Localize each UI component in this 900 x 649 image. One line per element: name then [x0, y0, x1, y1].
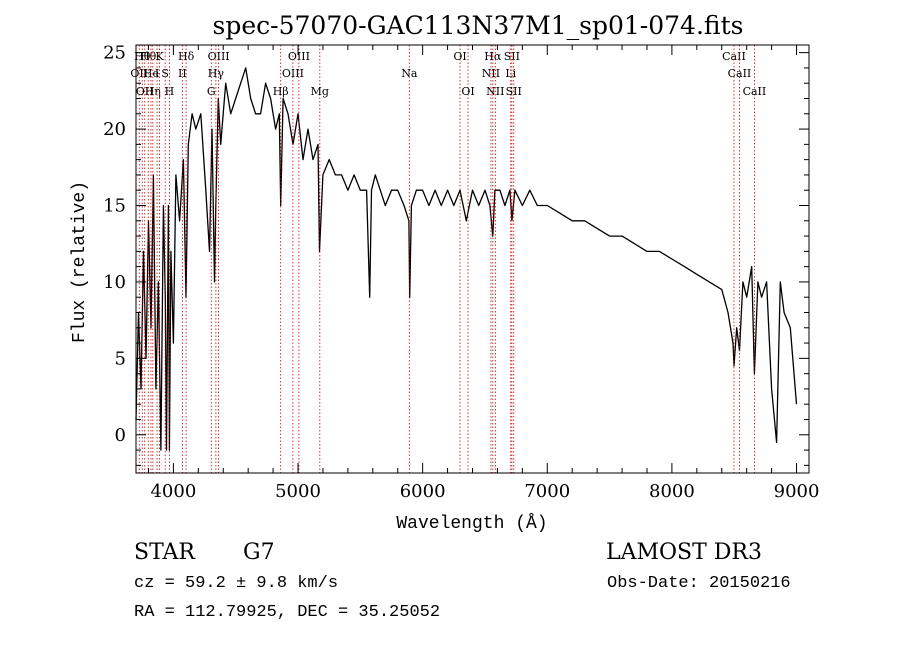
line-marker-label: Hθ	[134, 50, 151, 63]
line-marker-label: Hθ	[140, 50, 157, 63]
line-marker-label: NII	[482, 67, 500, 80]
line-marker-label: II	[178, 67, 187, 80]
x-tick-label: 4000	[150, 481, 196, 502]
line-marker-label: I	[155, 67, 159, 80]
y-tick-label: 25	[103, 43, 126, 64]
x-axis-label: Wavelength (Å)	[396, 513, 547, 534]
y-axis-label: Flux (relative)	[70, 181, 90, 343]
axis-ticks: 4000 5000 6000 7000 8000 9000 0 5 10 15 20 25	[103, 43, 819, 502]
y-tick-label: 20	[103, 119, 126, 140]
y-tick-label: 15	[103, 196, 126, 217]
line-marker-label: K	[155, 50, 164, 63]
line-marker-label: OIII	[282, 67, 304, 80]
line-marker-label: SII	[504, 50, 520, 63]
line-marker-label: S	[161, 67, 169, 80]
line-marker-label: Mg	[311, 85, 329, 98]
spectrum-layer	[135, 67, 798, 451]
object-class: STAR	[134, 540, 195, 565]
x-tick-label: 5000	[275, 481, 321, 502]
coordinates-text: RA = 112.79925, DEC = 35.25052	[134, 603, 441, 622]
spectral-subclass: G7	[243, 540, 275, 565]
spectrum-line	[135, 67, 798, 451]
line-marker-label: He	[143, 67, 159, 80]
line-marker-label: CaII	[728, 67, 752, 80]
survey-name: LAMOST DR3	[606, 540, 762, 565]
x-tick-label: 6000	[400, 481, 446, 502]
y-tick-label: 10	[103, 272, 126, 293]
line-marker-label: OIII	[208, 50, 230, 63]
chart-title: spec-57070-GAC113N37M1_sp01-074.fits	[213, 11, 744, 40]
line-marker-label: OII	[136, 85, 154, 98]
line-marker-label: Hγ	[208, 67, 225, 80]
line-marker-label: G	[207, 85, 216, 98]
line-marker-label: CaII	[743, 85, 767, 98]
redshift-text: cz = 59.2 ± 9.8 km/s	[134, 574, 339, 593]
x-tick-label: 7000	[524, 481, 570, 502]
line-marker-label: Hη	[145, 85, 161, 98]
line-marker-label: Hδ	[178, 50, 195, 63]
line-marker-label: OII	[130, 67, 148, 80]
line-marker-label: SII	[506, 85, 522, 98]
x-tick-label: 8000	[649, 481, 695, 502]
line-marker-label: OIII	[288, 50, 310, 63]
line-marker-label: Hα	[484, 50, 502, 63]
y-tick-label: 0	[115, 425, 126, 446]
line-marker-label: H	[165, 85, 175, 98]
line-marker-label: NII	[486, 85, 504, 98]
line-marker-label: Li	[505, 67, 516, 80]
line-marker-label: OI	[453, 50, 466, 63]
y-tick-label: 5	[115, 348, 126, 369]
x-tick-label: 9000	[774, 481, 820, 502]
line-marker-label: Hβ	[273, 85, 289, 98]
plot-frame	[135, 44, 810, 474]
line-marker-label: CaII	[722, 50, 746, 63]
line-marker-label: OI	[461, 85, 474, 98]
obs-date: Obs-Date: 20150216	[607, 574, 791, 593]
line-marker-label: Na	[401, 67, 418, 80]
